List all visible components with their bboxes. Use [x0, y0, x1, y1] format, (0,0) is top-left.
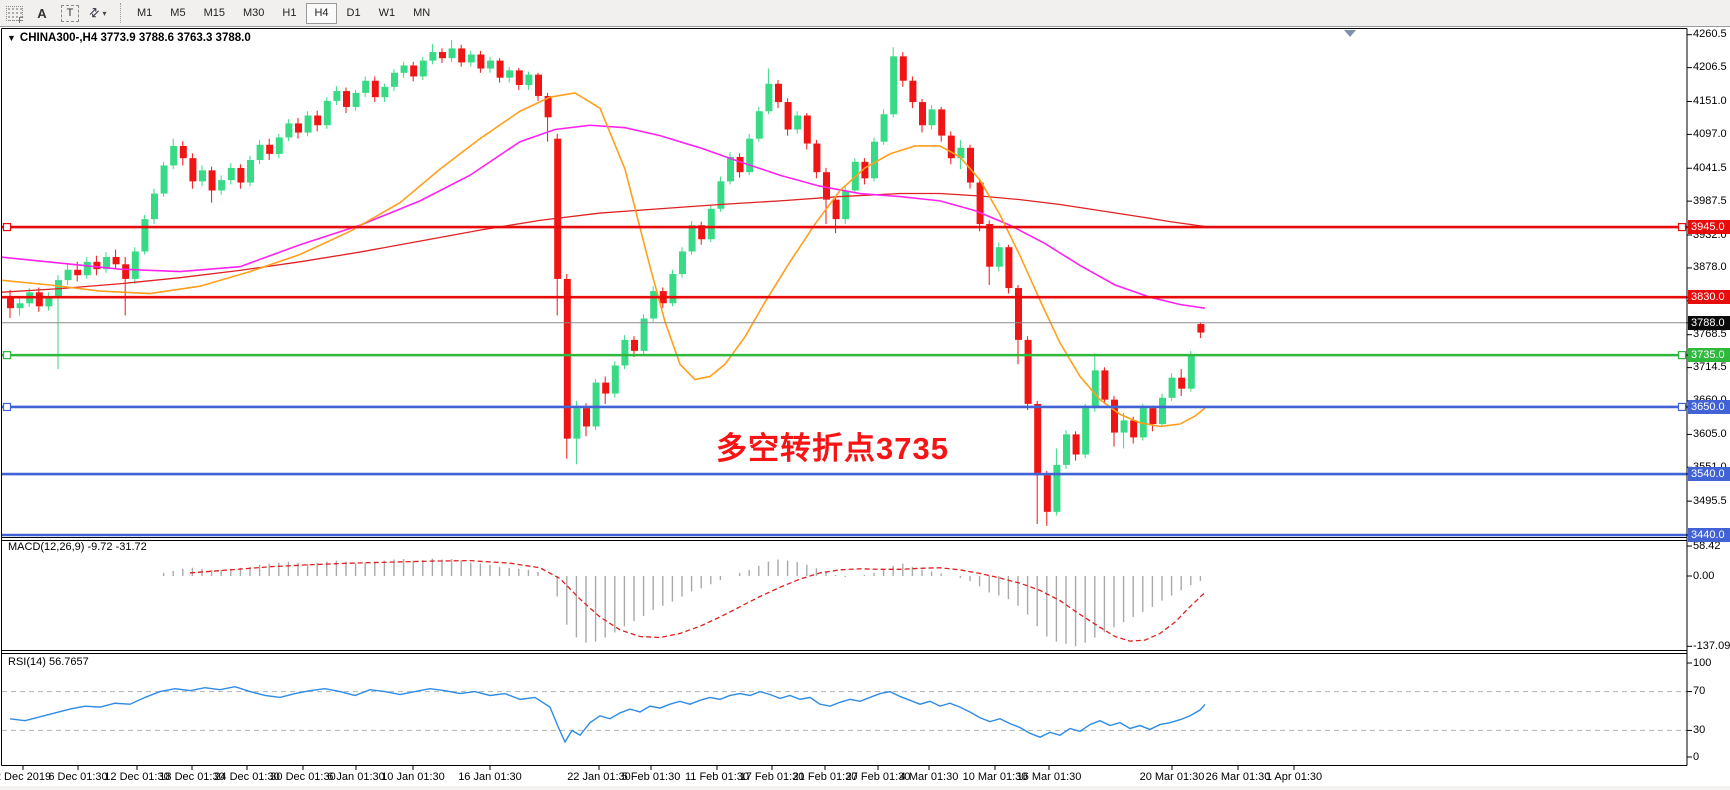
price-axis-tick: 3878.0 — [1693, 261, 1727, 274]
price-axis-tick: 3987.5 — [1693, 194, 1727, 207]
dropdown-caret-icon: ▾ — [102, 8, 107, 18]
price-badge-3830.0: 3830.0 — [1688, 290, 1730, 305]
toolbar-separator — [120, 3, 122, 23]
date-axis-label: 27 Feb 01:30 — [845, 771, 911, 783]
text-label-tool-button[interactable]: T — [57, 1, 83, 25]
ma-slow-line — [2, 192, 1206, 293]
dotted-grid-icon: F — [5, 5, 24, 25]
price-badge-3945.0: 3945.0 — [1688, 220, 1730, 235]
indicator-axis-tick: 30 — [1693, 723, 1706, 736]
date-axis-label: 4 Mar 01:30 — [899, 771, 959, 783]
date-axis-label: 16 Mar 01:30 — [1016, 771, 1082, 783]
arrows-tool-button[interactable]: ⇅ ▾ — [85, 1, 111, 25]
price-axis-tick: 4151.0 — [1693, 94, 1727, 107]
date-axis-label: 21 Feb 01:30 — [792, 771, 858, 783]
symbol-dropdown-icon[interactable]: ▼ — [7, 33, 16, 43]
price-axis-tick: 3605.0 — [1693, 427, 1727, 440]
line-handle — [1677, 351, 1687, 360]
indicator-axis-tick: 58.42 — [1693, 539, 1721, 552]
rsi-label: RSI(14) 56.7657 — [8, 656, 89, 668]
indicator-axis-tick: 100 — [1693, 656, 1712, 669]
line-handle — [1677, 222, 1687, 232]
chart-title-text: CHINA300-,H4 3773.9 3788.6 3763.3 3788.0 — [19, 32, 251, 44]
tf-button-M30[interactable]: M30 — [242, 6, 265, 19]
text-tool-button[interactable]: A — [29, 1, 55, 25]
date-axis-label: 10 Jan 01:30 — [381, 771, 445, 783]
date-axis-label: 17 Feb 01:30 — [739, 771, 805, 783]
date-axis-label: 24 Dec 01:30 — [214, 771, 280, 783]
date-axis-label: 10 Mar 01:30 — [962, 771, 1028, 783]
date-axis-label: 20 Mar 01:30 — [1139, 771, 1205, 783]
rsi-line — [9, 686, 1206, 744]
line-handle — [1677, 402, 1687, 412]
price-badge-3788.0: 3788.0 — [1688, 315, 1730, 330]
chart-title: ▼ CHINA300-,H4 3773.9 3788.6 3763.3 3788.… — [7, 32, 251, 44]
price-badge-3540.0: 3540.0 — [1688, 467, 1730, 482]
date-axis-label: 11 Feb 01:30 — [684, 771, 750, 783]
date-axis-label: 30 Dec 01:30 — [270, 771, 336, 783]
window-bottom-strip — [0, 786, 1730, 790]
date-axis-label: 18 Dec 01:30 — [159, 771, 225, 783]
date-axis-label: 2 Dec 2019 — [0, 771, 52, 783]
ma-fast-line — [2, 92, 1206, 428]
date-axis-label: 6 Dec 01:30 — [48, 771, 108, 783]
date-axis-label: 26 Mar 01:30 — [1205, 771, 1271, 783]
indicator-axis-tick: -137.09 — [1693, 639, 1730, 652]
price-badge-3440.0: 3440.0 — [1688, 528, 1730, 542]
tf-button-M5[interactable]: M5 — [170, 6, 186, 19]
chart-borders — [1, 28, 1692, 770]
ma-mid-line — [2, 124, 1206, 309]
horizontal-line-objects[interactable] — [2, 222, 1688, 537]
toolbar: F A T ⇅ ▾ M1 M5 M15 M30 H1 H4 D1 W1 MN — [0, 0, 1730, 27]
date-axis-label: 16 Jan 01:30 — [458, 771, 522, 783]
indicator-axis-tick: 0.00 — [1693, 569, 1715, 582]
indicator-axis-tick: 0 — [1693, 750, 1700, 763]
candles-layer — [7, 39, 1205, 526]
date-axis-label: 6 Jan 01:30 — [327, 771, 385, 783]
price-badge-3735.0: 3735.0 — [1688, 348, 1730, 363]
price-axis-tick: 3768.5 — [1693, 328, 1727, 341]
date-axis-label: 5 Feb 01:30 — [621, 771, 681, 783]
tf-button-W1[interactable]: W1 — [378, 6, 396, 19]
tf-button-H4[interactable]: H4 — [306, 2, 337, 24]
chart-annotation[interactable]: 多空转折点3735 — [716, 431, 949, 466]
price-axis-tick: 3495.5 — [1693, 494, 1727, 507]
tf-button-M15[interactable]: M15 — [203, 6, 225, 19]
date-axis-label: 12 Dec 01:30 — [104, 771, 170, 783]
price-axis-tick: 4041.5 — [1693, 161, 1727, 174]
macd-layer — [162, 558, 1206, 647]
tf-button-D1[interactable]: D1 — [346, 6, 361, 19]
tf-button-H1[interactable]: H1 — [282, 6, 297, 19]
tf-button-MN[interactable]: MN — [413, 6, 431, 19]
price-axis-tick: 3714.5 — [1693, 361, 1727, 374]
indicator-axis-tick: 70 — [1693, 685, 1706, 698]
macd-signal-line — [189, 559, 1206, 642]
rsi-layer — [2, 686, 1687, 744]
date-axis-label: 1 Apr 01:30 — [1265, 771, 1323, 783]
tf-button-M1[interactable]: M1 — [137, 6, 153, 19]
arrows-icon: ⇅ — [85, 4, 103, 22]
price-axis-tick: 4260.5 — [1693, 28, 1727, 41]
letter-a-icon: A — [37, 5, 47, 21]
ma-lines-layer — [2, 92, 1206, 428]
price-axis-tick: 4097.0 — [1693, 127, 1727, 140]
macd-label: MACD(12,26,9) -9.72 -31.72 — [8, 541, 147, 553]
line-handle — [2, 222, 12, 232]
template-f-button[interactable]: F — [1, 1, 27, 25]
line-handle — [2, 351, 12, 360]
text-box-icon: T — [61, 4, 79, 22]
price-badge-3650.0: 3650.0 — [1688, 399, 1730, 414]
date-axis-label: 22 Jan 01:30 — [567, 771, 631, 783]
price-axis-tick: 4206.5 — [1693, 61, 1727, 74]
timeframe-group: M1 M5 M15 M30 H1 H4 D1 W1 MN — [128, 2, 439, 24]
chart-shift-triangle-icon[interactable] — [1344, 30, 1356, 37]
line-handle — [2, 402, 12, 412]
